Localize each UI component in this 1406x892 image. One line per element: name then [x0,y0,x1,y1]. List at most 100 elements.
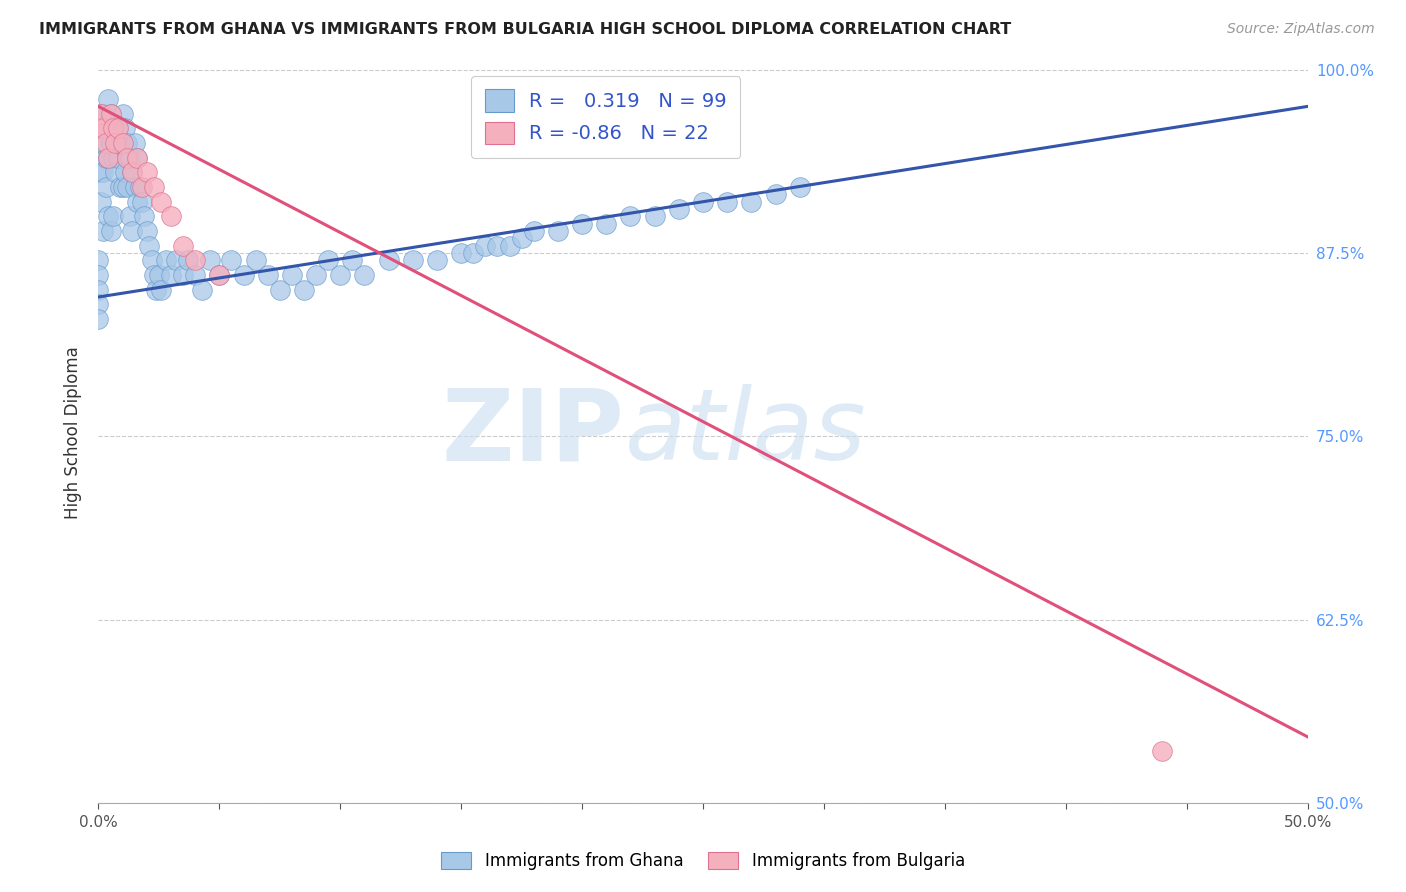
Point [523,224,546,238]
Point [90,165,112,179]
Point [148,268,170,282]
Point [191,283,214,297]
Point [114,165,136,179]
Point [97,151,120,165]
Point [87,283,110,297]
Point [121,165,143,179]
Point [104,136,127,150]
Point [111,136,134,150]
Point [107,151,129,165]
Point [101,210,124,224]
Point [121,224,143,238]
Point [245,253,267,268]
Point [716,194,738,209]
Point [232,268,254,282]
Point [269,283,291,297]
Point [789,180,811,194]
Point [90,107,112,121]
Point [100,107,122,121]
Point [135,224,157,238]
Point [131,180,153,194]
Point [91,165,114,179]
Point [97,121,120,136]
Point [111,107,134,121]
Point [571,217,593,231]
Point [87,297,110,311]
Text: IMMIGRANTS FROM GHANA VS IMMIGRANTS FROM BULGARIA HIGH SCHOOL DIPLOMA CORRELATIO: IMMIGRANTS FROM GHANA VS IMMIGRANTS FROM… [39,22,1012,37]
Point [118,210,141,224]
Point [1152,744,1174,758]
Point [377,253,399,268]
Point [138,238,160,252]
Point [221,253,243,268]
Point [256,268,278,282]
Point [692,194,714,209]
Point [450,246,472,260]
Point [100,107,122,121]
Point [316,253,339,268]
Point [463,246,485,260]
Point [101,121,124,136]
Point [107,121,129,136]
Point [135,165,157,179]
Point [184,253,207,268]
Point [117,151,139,165]
Point [402,253,425,268]
Point [177,253,200,268]
Point [141,253,163,268]
Point [90,136,112,150]
Point [172,238,194,252]
Point [160,210,183,224]
Point [165,253,187,268]
Point [208,268,231,282]
Point [342,253,364,268]
Point [94,121,117,136]
Point [128,180,150,194]
Point [127,194,149,209]
Point [124,136,146,150]
Point [104,165,127,179]
Point [87,121,110,136]
Point [486,238,509,252]
Point [353,268,375,282]
Point [94,136,117,150]
Point [281,268,304,282]
Point [668,202,690,216]
Point [498,238,520,252]
Point [134,210,156,224]
Point [131,194,153,209]
Point [510,231,533,245]
Point [644,210,666,224]
Point [121,165,143,179]
Point [107,121,129,136]
Point [91,121,114,136]
Point [104,136,127,150]
Point [101,121,124,136]
Point [143,180,166,194]
Point [91,107,114,121]
Point [100,224,122,238]
Text: ZIP: ZIP [441,384,624,481]
Point [765,187,787,202]
Point [329,268,352,282]
Point [160,268,183,282]
Point [111,136,134,150]
Point [91,224,114,238]
Point [87,253,110,268]
Point [127,151,149,165]
Point [108,136,131,150]
Point [426,253,449,268]
Point [184,268,207,282]
Point [117,136,139,150]
Legend: R =   0.319   N = 99, R = -0.86   N = 22: R = 0.319 N = 99, R = -0.86 N = 22 [471,76,741,158]
Legend: Immigrants from Ghana, Immigrants from Bulgaria: Immigrants from Ghana, Immigrants from B… [434,845,972,877]
Point [91,136,114,150]
Point [117,180,139,194]
Text: atlas: atlas [624,384,866,481]
Point [155,253,177,268]
Point [198,253,221,268]
Point [547,224,569,238]
Point [97,210,120,224]
Point [595,217,617,231]
Point [87,268,110,282]
